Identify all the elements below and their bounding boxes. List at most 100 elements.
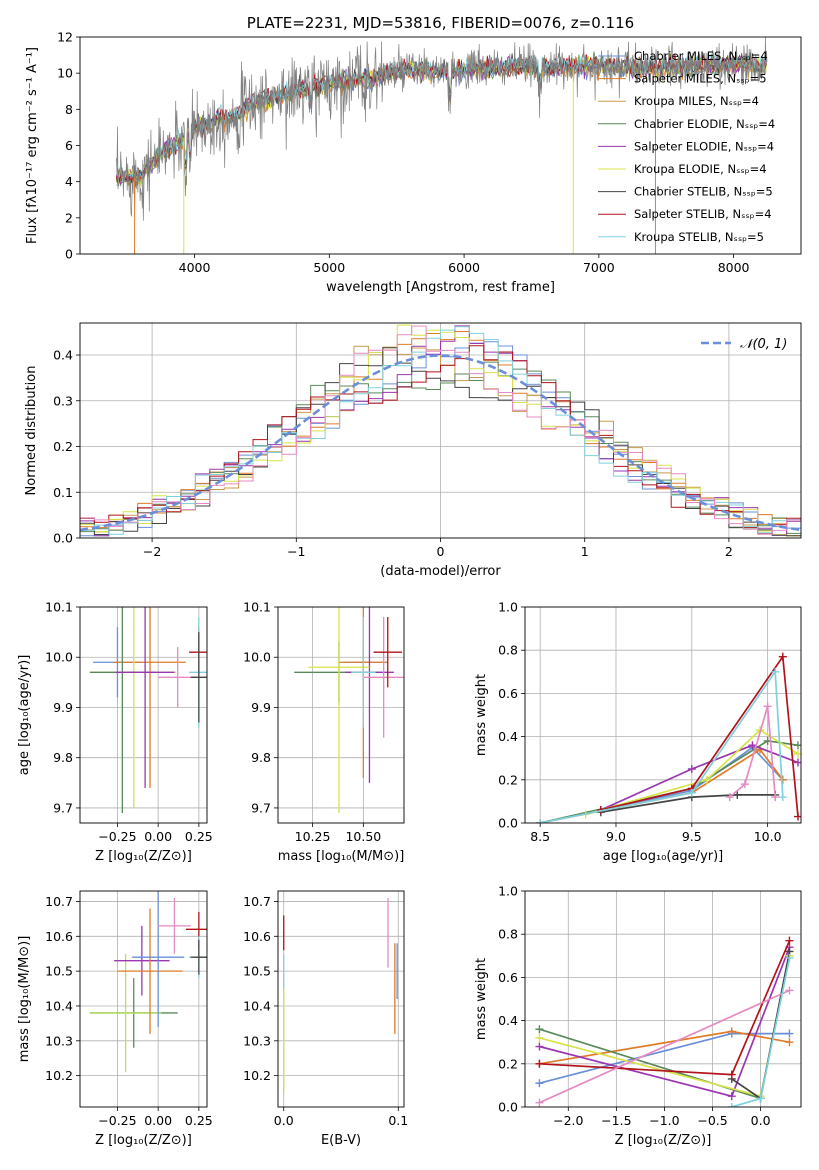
mass-vs-Z-panel: −0.25 0.00 0.25 10.2 10.3 10.4 10.5 10.6 10.7 Z [… xyxy=(17,890,213,1148)
weight-vs-age-point-marker xyxy=(778,652,787,661)
weight-vs-Z-ytick-label: 0.8 xyxy=(498,927,518,942)
weight-vs-Z-point-marker xyxy=(785,1029,794,1038)
weight-vs-Z-xtick-label: −2.0 xyxy=(553,1113,583,1128)
residuals-xtick-label: 2 xyxy=(725,544,733,559)
age-vs-Z-xtick-label: 0.25 xyxy=(185,829,213,844)
age-vs-mass-panel: 10.25 10.50 9.7 9.8 9.9 10.0 10.1 mass [log₁₀(M… xyxy=(243,600,405,864)
weight-vs-Z-point-marker xyxy=(535,1079,544,1088)
residual-legend: 𝒩(0, 1) xyxy=(701,337,787,352)
weight-vs-age-point-marker xyxy=(748,741,757,750)
weight-vs-Z-panel: −2.0 −1.5 −1.0 −0.5 0.0 0.0 0.2 0.4 0.6 0.8 1.0 Z [… xyxy=(474,884,802,1148)
weight-vs-age-ylabel: mass weight xyxy=(474,674,489,756)
mass-vs-Z-ytick-label: 10.4 xyxy=(45,998,73,1013)
residuals-xtick-label: −2 xyxy=(143,544,161,559)
residuals-xtick-label: 0 xyxy=(437,544,445,559)
spectrum-ytick-label: 8 xyxy=(65,102,73,117)
spectrum-legend: Chabrier MILES, Nₛₛₚ=4 Salpeter MILES, Nₛ… xyxy=(598,49,775,244)
legend-label: Chabrier ELODIE, Nₛₛₚ=4 xyxy=(634,117,775,131)
legend-label: Kroupa MILES, Nₛₛₚ=4 xyxy=(634,94,759,108)
weight-vs-age-point-marker xyxy=(778,775,787,784)
gaussian-curve xyxy=(80,354,801,532)
residuals-panel: −2 −1 0 1 2 0.0 0.1 0.2 0.3 0.4 (data-model)/error… xyxy=(24,322,802,579)
weight-vs-Z-xtick-label: −0.5 xyxy=(697,1113,727,1128)
age-vs-Z-xlabel: Z [log₁₀(Z/Z⊙)] xyxy=(95,849,192,864)
weight-vs-age-point-marker xyxy=(733,790,742,799)
weight-vs-age-series-line xyxy=(729,706,777,798)
spectrum-xtick-label: 6000 xyxy=(448,260,480,275)
weight-vs-Z-ytick-label: 0.6 xyxy=(498,970,518,985)
spectrum-data-line xyxy=(116,37,768,221)
weight-vs-age-ytick-label: 0.8 xyxy=(498,643,518,658)
age-vs-Z-panel: −0.25 0.00 0.25 9.7 9.8 9.9 10.0 10.1 Z [log₁₀(Z… xyxy=(17,600,213,865)
residuals-ytick-label: 0.4 xyxy=(53,348,73,363)
weight-vs-age-series-line xyxy=(540,740,799,823)
mass-vs-EBV-ytick-label: 10.2 xyxy=(243,1068,271,1083)
weight-vs-Z-point-marker xyxy=(785,1038,794,1047)
weight-vs-Z-ytick-label: 0.2 xyxy=(498,1056,518,1071)
age-vs-Z-frame xyxy=(79,606,208,824)
weight-vs-age-point-marker xyxy=(771,667,780,676)
weight-vs-age-point-marker xyxy=(687,765,696,773)
mass-vs-Z-ytick-label: 10.3 xyxy=(45,1033,73,1048)
mass-vs-Z-errorbar xyxy=(132,891,185,1027)
residuals-plot-area xyxy=(80,323,801,538)
age-vs-Z-ytick-label: 9.9 xyxy=(53,700,73,715)
mass-vs-EBV-ytick-label: 10.7 xyxy=(243,894,271,909)
legend-label: 𝒩(0, 1) xyxy=(740,337,787,352)
mass-vs-EBV-frame xyxy=(277,890,405,1108)
weight-vs-Z-point-marker xyxy=(535,1033,544,1042)
weight-vs-age-ytick-label: 0.0 xyxy=(498,816,518,831)
chart-title: PLATE=2231, MJD=53816, FIBERID=0076, z=0… xyxy=(247,14,634,32)
age-vs-mass-errorbar xyxy=(373,617,402,688)
mass-vs-EBV-panel: 0.0 0.1 10.2 10.3 10.4 10.5 10.6 10.7 E(B-V) xyxy=(243,890,408,1148)
spectrum-xtick-label: 8000 xyxy=(718,260,750,275)
legend-label: Chabrier STELIB, Nₛₛₚ=5 xyxy=(634,185,773,199)
spectrum-xtick-label: 7000 xyxy=(583,260,615,275)
weight-vs-Z-point-marker xyxy=(727,1092,736,1101)
residuals-xtick-label: 1 xyxy=(581,544,589,559)
mass-vs-Z-xlabel: Z [log₁₀(Z/Z⊙)] xyxy=(95,1133,192,1148)
weight-vs-Z-series-line xyxy=(539,989,790,1104)
residuals-ytick-label: 0.0 xyxy=(53,531,73,546)
weight-vs-Z-point-marker xyxy=(535,1098,544,1107)
age-vs-mass-ytick-label: 9.9 xyxy=(251,700,271,715)
age-vs-mass-frame xyxy=(277,606,405,824)
weight-vs-age-point-marker xyxy=(771,793,780,802)
weight-vs-age-ytick-label: 0.6 xyxy=(498,686,518,701)
legend-label: Chabrier MILES, Nₛₛₚ=4 xyxy=(634,49,768,63)
spectrum-ytick-label: 0 xyxy=(65,247,73,262)
weight-vs-age-xtick-label: 10.0 xyxy=(754,829,782,844)
age-vs-mass-errorbar xyxy=(351,617,376,728)
legend-label: Kroupa STELIB, Nₛₛₚ=5 xyxy=(634,230,764,244)
mass-vs-Z-ytick-label: 10.5 xyxy=(45,964,73,979)
weight-vs-Z-point-marker xyxy=(535,1042,544,1051)
weight-vs-Z-point-marker xyxy=(785,953,794,962)
residuals-ytick-label: 0.2 xyxy=(53,439,73,454)
weight-vs-age-point-marker xyxy=(536,819,545,823)
weight-vs-age-ytick-label: 1.0 xyxy=(498,600,518,615)
spectrum-xlabel: wavelength [Angstrom, rest frame] xyxy=(326,280,555,295)
legend-label: Salpeter ELODIE, Nₛₛₚ=4 xyxy=(634,139,774,153)
mass-vs-EBV-ytick-label: 10.5 xyxy=(243,964,271,979)
age-vs-Z-errorbar xyxy=(114,607,186,788)
residuals-xtick-label: −1 xyxy=(287,544,305,559)
age-vs-mass-plot-area xyxy=(278,607,404,823)
weight-vs-age-point-marker xyxy=(702,775,711,784)
weight-vs-age-series-line xyxy=(600,794,776,814)
weight-vs-Z-xtick-label: 0.0 xyxy=(751,1113,771,1128)
weight-vs-age-panel: 8.5 9.0 9.5 10.0 0.0 0.2 0.4 0.6 0.8 1.0 age [log₁… xyxy=(474,600,802,864)
age-vs-Z-ytick-label: 9.8 xyxy=(53,750,73,765)
weight-vs-Z-xlabel: Z [log₁₀(Z/Z⊙)] xyxy=(615,1133,712,1148)
spectrum-xtick-label: 5000 xyxy=(313,260,345,275)
mass-vs-Z-ytick-label: 10.7 xyxy=(45,894,73,909)
weight-vs-age-point-marker xyxy=(725,793,734,802)
weight-vs-Z-ytick-label: 0.0 xyxy=(498,1100,518,1115)
weight-vs-Z-plot-area xyxy=(525,891,801,1107)
age-vs-Z-xtick-label: −0.25 xyxy=(98,829,136,844)
weight-vs-age-point-marker xyxy=(740,780,749,789)
mass-vs-Z-xtick-label: 0.25 xyxy=(185,1113,213,1128)
age-vs-mass-ytick-label: 9.7 xyxy=(251,800,271,815)
weight-vs-Z-ytick-label: 0.4 xyxy=(498,1013,518,1028)
weight-vs-age-series-line xyxy=(600,744,799,811)
weight-vs-age-ytick-label: 0.2 xyxy=(498,772,518,787)
